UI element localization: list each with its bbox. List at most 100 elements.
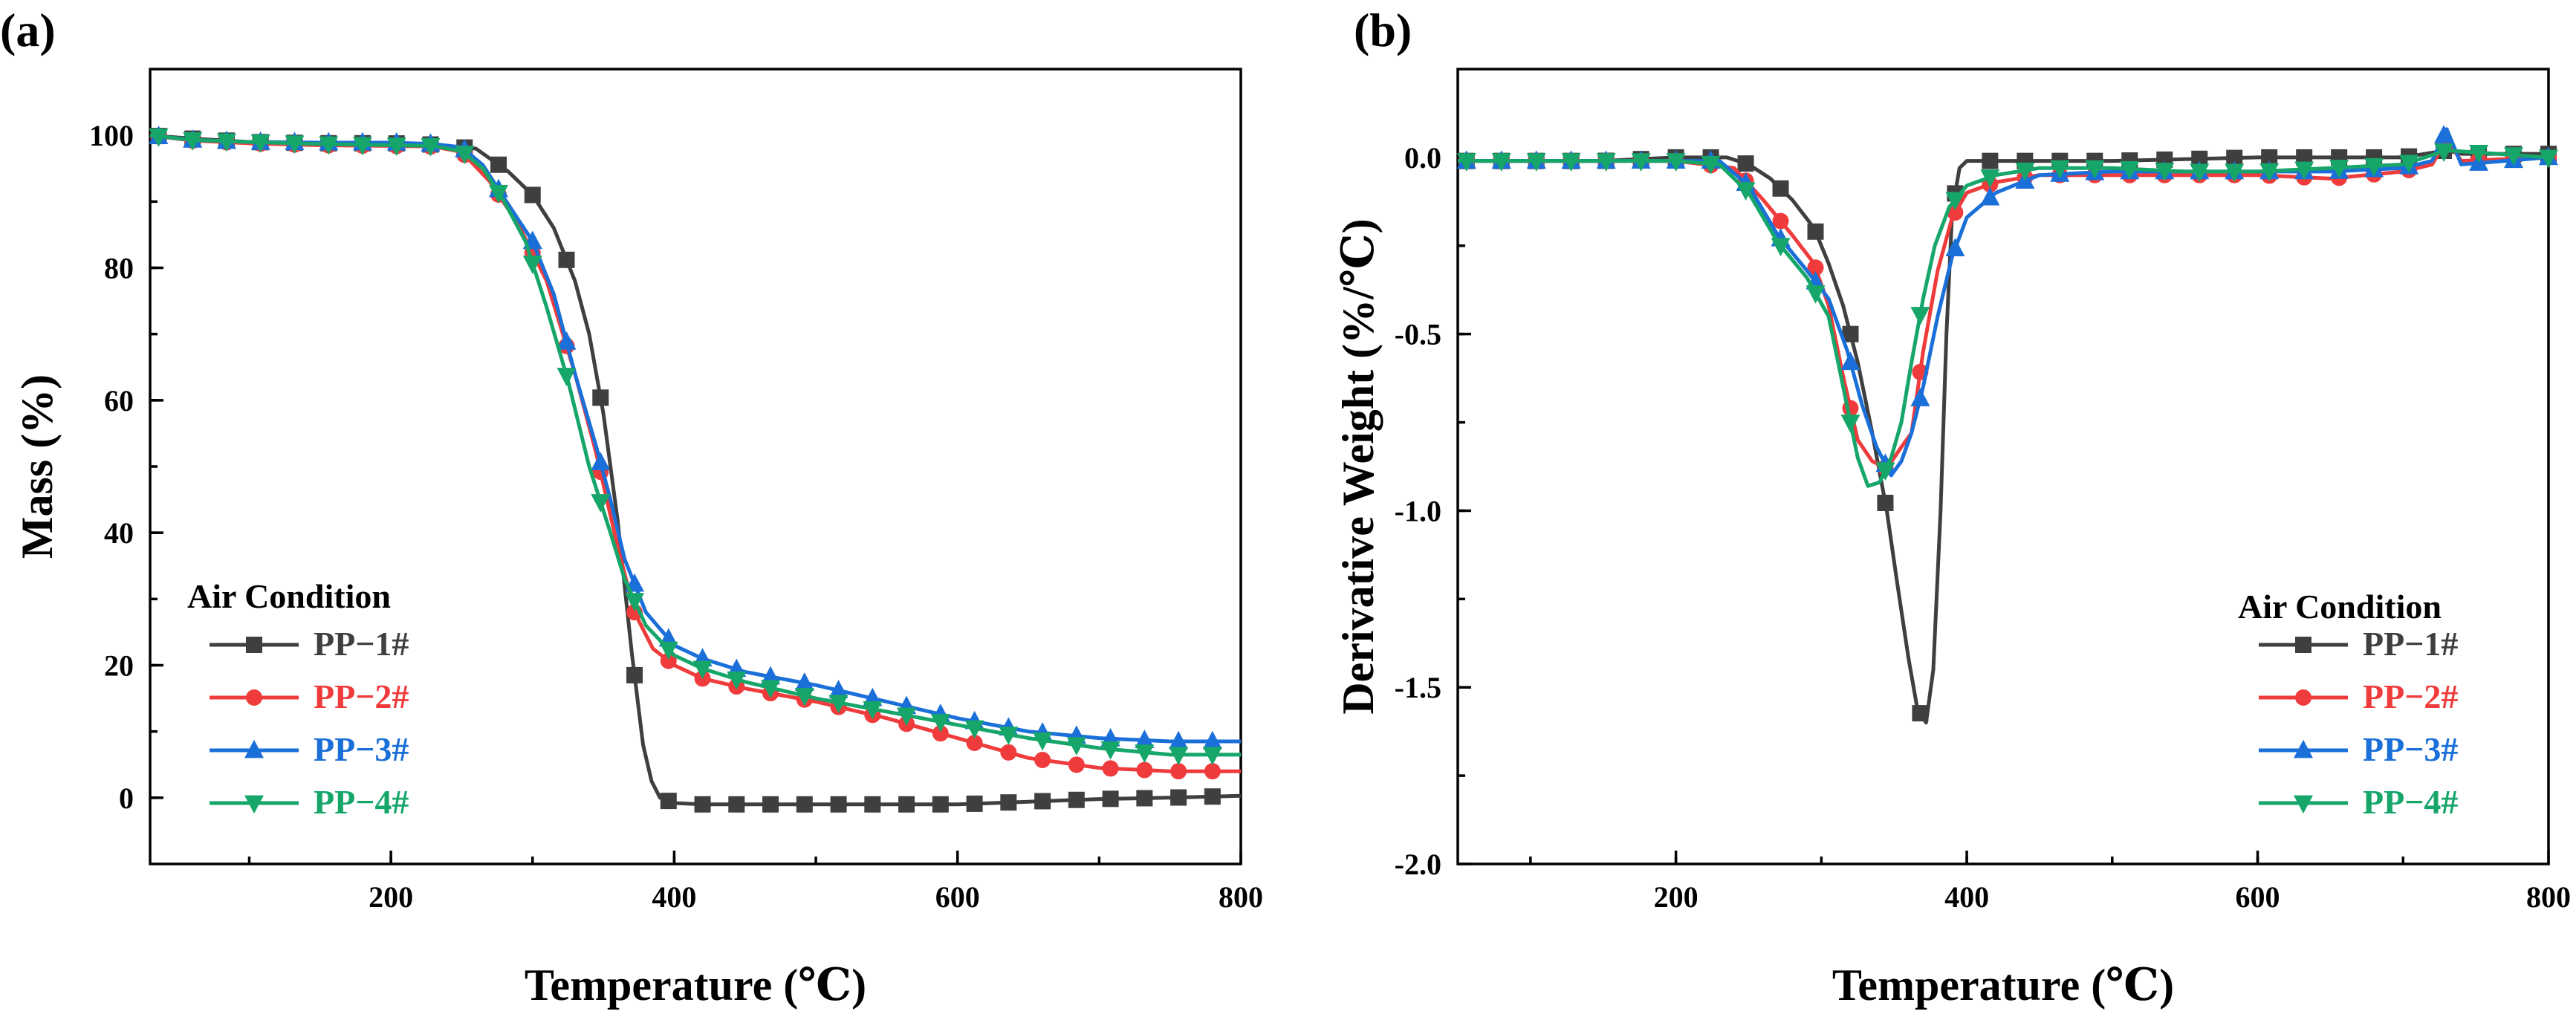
series-1-point bbox=[1912, 705, 1929, 722]
series-4-point bbox=[2225, 163, 2245, 183]
x-tick-label: 800 bbox=[2526, 880, 2571, 914]
x-tick-label: 800 bbox=[1219, 880, 1263, 914]
y-tick-label: 0 bbox=[119, 782, 134, 815]
series-1-point bbox=[2191, 150, 2208, 167]
series-1-point bbox=[2226, 149, 2243, 166]
legend-marker-2 bbox=[246, 689, 262, 706]
series-4-point bbox=[522, 256, 542, 274]
series-1-point bbox=[1877, 494, 1894, 511]
series-4-point bbox=[455, 146, 475, 164]
legend-label-1: PP−1# bbox=[314, 625, 409, 663]
series-1-point bbox=[864, 796, 881, 813]
x-tick-label: 600 bbox=[935, 880, 980, 914]
legend-title-a: Air Condition bbox=[187, 577, 391, 615]
series-2-point bbox=[1772, 212, 1789, 230]
series-4-point bbox=[1526, 153, 1546, 172]
series-3-point bbox=[1945, 238, 1965, 256]
x-tick-label: 200 bbox=[369, 880, 413, 914]
series-4-point bbox=[2015, 162, 2035, 181]
series-2-point bbox=[1034, 752, 1051, 769]
series-3-point bbox=[1135, 730, 1155, 748]
legend-label-1: PP−1# bbox=[2363, 625, 2458, 663]
series-1-point bbox=[1204, 788, 1221, 805]
series-1-point bbox=[762, 796, 779, 813]
series-1-point bbox=[524, 186, 541, 204]
series-1-point bbox=[1842, 325, 1859, 342]
series-4-point bbox=[183, 132, 203, 151]
legend-marker-4 bbox=[2294, 795, 2313, 814]
x-tick-label: 600 bbox=[2236, 880, 2280, 914]
y-tick-label: 80 bbox=[104, 252, 134, 285]
series-4-point bbox=[1491, 153, 1511, 172]
series-4-point bbox=[761, 680, 781, 699]
series-4-point bbox=[1169, 747, 1189, 766]
series-4-point bbox=[1033, 732, 1053, 751]
series-3-point bbox=[1840, 351, 1860, 371]
series-4-point bbox=[1456, 153, 1476, 172]
series-3-point bbox=[1910, 388, 1930, 406]
series-line-4 bbox=[1458, 148, 2549, 488]
series-4-point bbox=[250, 134, 270, 153]
series-4-point bbox=[2329, 160, 2349, 178]
legend-marker-2 bbox=[2295, 689, 2311, 706]
series-4-point bbox=[2259, 163, 2280, 182]
x-axis-title-a: Temperature (℃) bbox=[525, 961, 866, 1010]
series-4-point bbox=[2155, 163, 2175, 181]
series-4-point bbox=[285, 135, 305, 155]
series-4-point bbox=[1945, 192, 1965, 211]
series-4-point bbox=[930, 714, 950, 732]
series-4-point bbox=[1840, 415, 1860, 433]
series-1-point bbox=[1000, 794, 1017, 811]
series-4-point bbox=[1631, 153, 1651, 172]
y-tick-label: -2.0 bbox=[1395, 848, 1441, 881]
series-1-point bbox=[830, 796, 847, 813]
series-4-point bbox=[1910, 307, 1930, 325]
series-4-point bbox=[216, 133, 236, 152]
series-3-point bbox=[557, 331, 577, 350]
series-2-point bbox=[1807, 259, 1824, 276]
series-2-point bbox=[932, 725, 949, 742]
series-4-point bbox=[1980, 169, 2000, 188]
series-3-point bbox=[1980, 186, 2000, 206]
series-4-point bbox=[352, 137, 372, 156]
legend-marker-4 bbox=[244, 795, 264, 814]
series-3-point bbox=[1202, 730, 1222, 750]
series-1-point bbox=[1807, 223, 1824, 240]
y-tick-label: -1.0 bbox=[1395, 494, 1441, 527]
series-4-point bbox=[2399, 155, 2419, 174]
series-2-point bbox=[1170, 763, 1187, 780]
series-4-point bbox=[863, 701, 883, 720]
series-4-point bbox=[1066, 737, 1086, 756]
tick-labels-b: 200 400 600 800 0.0 -0.5 -1.0 -1.5 -2.0 bbox=[1395, 141, 2571, 914]
tick-labels-a: 200 400 600 800 0 20 40 60 80 100 bbox=[89, 119, 1263, 914]
panel-label-a: (a) bbox=[0, 4, 56, 56]
series-2-point bbox=[966, 735, 983, 752]
series-4-point bbox=[2434, 143, 2454, 162]
series-4-point bbox=[1596, 153, 1616, 172]
series-1-point bbox=[490, 156, 507, 173]
series-4-point bbox=[1666, 153, 1686, 172]
series-1-point bbox=[626, 666, 643, 683]
legend-label-4: PP−4# bbox=[2363, 783, 2458, 821]
series-4-point bbox=[897, 707, 917, 727]
series-4-point bbox=[1701, 156, 1721, 175]
legend-label-3: PP−3# bbox=[2363, 730, 2458, 768]
series-1-point bbox=[1034, 793, 1051, 810]
series-1-point bbox=[1982, 152, 1999, 169]
legend-marker-3 bbox=[244, 739, 264, 758]
series-4-point bbox=[1771, 238, 1791, 257]
series-1-point bbox=[694, 796, 711, 813]
chart-panel-b: (b) 200 400 600 800 0.0 -0.5 -1.0 -1.5 -2.0 Temp… bbox=[1334, 4, 2571, 1010]
series-4-point bbox=[625, 593, 645, 612]
legend-b: Air Condition PP−1# PP−2# PP−3# PP−4# bbox=[2238, 588, 2458, 821]
series-1-point bbox=[1170, 789, 1187, 806]
y-tick-label: 100 bbox=[89, 119, 134, 152]
series-3-point bbox=[591, 452, 611, 471]
series-1-point bbox=[966, 795, 983, 812]
series-3-point bbox=[761, 666, 781, 685]
panel-label-b: (b) bbox=[1354, 4, 1412, 56]
y-axis-title-a: Mass (%) bbox=[13, 374, 62, 559]
series-b bbox=[1456, 125, 2558, 725]
x-tick-label: 400 bbox=[1944, 880, 1989, 914]
series-3-point bbox=[1169, 730, 1189, 750]
